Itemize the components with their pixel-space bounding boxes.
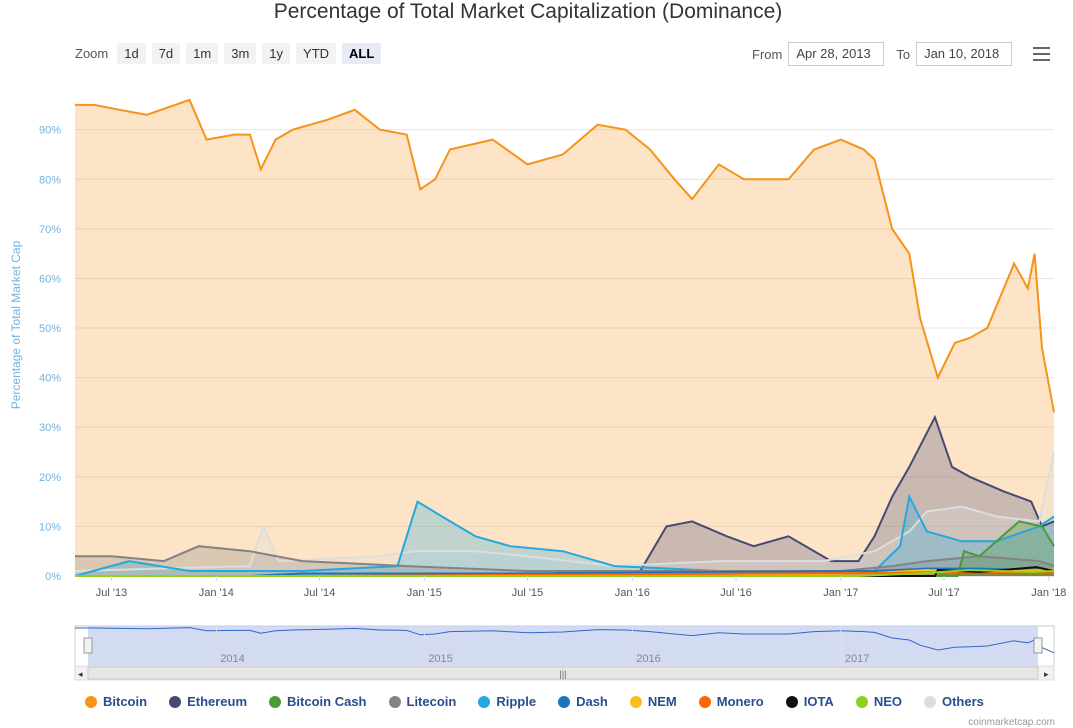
legend-dot-icon xyxy=(923,695,936,708)
x-tick-label: Jan '14 xyxy=(199,587,234,599)
navigator-left-handle[interactable] xyxy=(83,637,93,654)
y-tick-label: 50% xyxy=(39,323,61,335)
zoom-ytd-button[interactable]: YTD xyxy=(296,43,337,64)
neo-line xyxy=(75,568,1055,577)
dominance-chart: 0% 10% 20% 30% 40% 50% 60% 70% 80% 90% Jul '13 Jan… xyxy=(39,98,1066,681)
x-tick-label: Jul '15 xyxy=(512,587,543,599)
navigator: 2014 2015 2016 2017 ◂ ▸ ||| xyxy=(74,625,1055,681)
bitcoin-cash-line xyxy=(75,520,1055,577)
navigator-label: 2014 xyxy=(220,653,244,665)
ripple-line xyxy=(74,493,1055,577)
legend-label: Litecoin xyxy=(406,694,457,709)
navigator-label: 2017 xyxy=(845,653,869,665)
legend-item-dash[interactable]: Dash xyxy=(558,694,608,709)
x-tick-label: Jan '15 xyxy=(407,587,442,599)
to-date-input[interactable]: Jan 10, 2018 xyxy=(916,42,1013,66)
legend-dot-icon xyxy=(698,695,711,708)
scrollbar-grip-icon: ||| xyxy=(559,669,566,679)
others-area xyxy=(75,452,1054,576)
y-tick-label: 70% xyxy=(39,224,61,236)
x-tick-label: Jul '14 xyxy=(304,587,335,599)
legend-item-others[interactable]: Others xyxy=(923,694,984,709)
x-tick-labels: Jul '13 Jan '14 Jul '14 Jan '15 Jul '15 Jan '… xyxy=(96,576,1066,599)
legend-item-nem[interactable]: NEM xyxy=(629,694,677,709)
legend-dot-icon xyxy=(388,695,401,708)
navigator-right-handle[interactable] xyxy=(1033,637,1043,654)
date-range: From Apr 28, 2013 To Jan 10, 2018 xyxy=(752,42,1024,66)
y-tick-label: 30% xyxy=(39,422,61,434)
legend-label: Ethereum xyxy=(187,694,248,709)
ethereum-area xyxy=(75,417,1054,576)
bitcoin-area xyxy=(75,99,1054,577)
litecoin-area xyxy=(75,546,1054,576)
x-tick-label: Jan '17 xyxy=(823,587,858,599)
legend-label: Monero xyxy=(716,694,764,709)
x-tick-label: Jan '18 xyxy=(1031,587,1066,599)
zoom-7d-button[interactable]: 7d xyxy=(151,43,181,64)
legend-item-iota[interactable]: IOTA xyxy=(785,694,834,709)
zoom-1m-button[interactable]: 1m xyxy=(186,43,219,64)
legend-item-monero[interactable]: Monero xyxy=(698,694,764,709)
x-tick-label: Jul '17 xyxy=(928,587,959,599)
y-tick-label: 80% xyxy=(39,174,61,186)
bitcoin-line xyxy=(75,98,1055,413)
y-tick-label: 0% xyxy=(45,571,61,583)
y-tick-label: 20% xyxy=(39,472,61,484)
legend-dot-icon xyxy=(169,695,182,708)
y-tick-label: 40% xyxy=(39,373,61,385)
x-tick-label: Jul '16 xyxy=(720,587,751,599)
y-tick-labels: 0% 10% 20% 30% 40% 50% 60% 70% 80% 90% xyxy=(39,125,61,583)
zoom-all-button[interactable]: ALL xyxy=(342,43,382,64)
legend-item-ethereum[interactable]: Ethereum xyxy=(169,694,247,709)
legend-item-ripple[interactable]: Ripple xyxy=(478,694,536,709)
menu-icon[interactable] xyxy=(1033,47,1050,61)
legend-dot-icon xyxy=(478,695,491,708)
scrollbar-thumb[interactable] xyxy=(87,666,1039,680)
to-label: To xyxy=(896,46,911,62)
legend-label: NEO xyxy=(873,694,902,709)
legend-label: NEM xyxy=(647,694,677,709)
y-tick-label: 90% xyxy=(39,125,61,137)
chart-title: Percentage of Total Market Capitalizatio… xyxy=(273,0,783,23)
ethereum-line xyxy=(75,414,1055,577)
legend-dot-icon xyxy=(269,695,282,708)
legend-item-neo[interactable]: NEO xyxy=(855,694,902,709)
x-tick-label: Jan '16 xyxy=(615,587,650,599)
legend-dot-icon xyxy=(85,695,97,708)
legend-label: Others xyxy=(941,694,984,709)
legend-label: Bitcoin Cash xyxy=(287,694,367,709)
legend-dot-icon xyxy=(629,695,642,708)
y-tick-label: 10% xyxy=(39,521,61,533)
legend-label: Dash xyxy=(576,694,608,709)
x-tick-label: Jul '13 xyxy=(96,587,127,599)
zoom-1d-button[interactable]: 1d xyxy=(117,43,146,64)
legend-label: Bitcoin xyxy=(103,694,148,709)
zoom-1y-button[interactable]: 1y xyxy=(262,43,291,64)
legend-dot-icon xyxy=(558,695,571,708)
legend-item-bitcoin-cash[interactable]: Bitcoin Cash xyxy=(269,694,367,709)
scroll-right-arrow-icon[interactable]: ▸ xyxy=(1044,669,1049,679)
legend-label: IOTA xyxy=(803,694,834,709)
y-tick-label: 60% xyxy=(39,273,61,285)
zoom-label: Zoom xyxy=(75,46,109,61)
from-label: From xyxy=(752,46,783,62)
zoom-controls: Zoom 1d 7d 1m 3m 1y YTD ALL xyxy=(75,43,384,64)
series-lines xyxy=(74,98,1055,577)
zoom-3m-button[interactable]: 3m xyxy=(224,43,257,64)
navigator-label: 2016 xyxy=(636,653,660,665)
credit-text: coinmarketcap.com xyxy=(968,717,1055,728)
legend-dot-icon xyxy=(855,695,868,708)
navigator-label: 2015 xyxy=(428,653,452,665)
legend-dot-icon xyxy=(785,695,798,708)
legend-item-bitcoin[interactable]: Bitcoin xyxy=(85,694,147,709)
scroll-left-arrow-icon[interactable]: ◂ xyxy=(78,669,83,679)
legend: Bitcoin Ethereum Bitcoin Cash Litecoin Rippl… xyxy=(85,694,1006,709)
legend-item-litecoin[interactable]: Litecoin xyxy=(388,694,457,709)
navigator-series xyxy=(75,627,1055,654)
navigator-selection xyxy=(88,626,1038,666)
from-date-input[interactable]: Apr 28, 2013 xyxy=(788,42,885,66)
legend-label: Ripple xyxy=(496,694,537,709)
